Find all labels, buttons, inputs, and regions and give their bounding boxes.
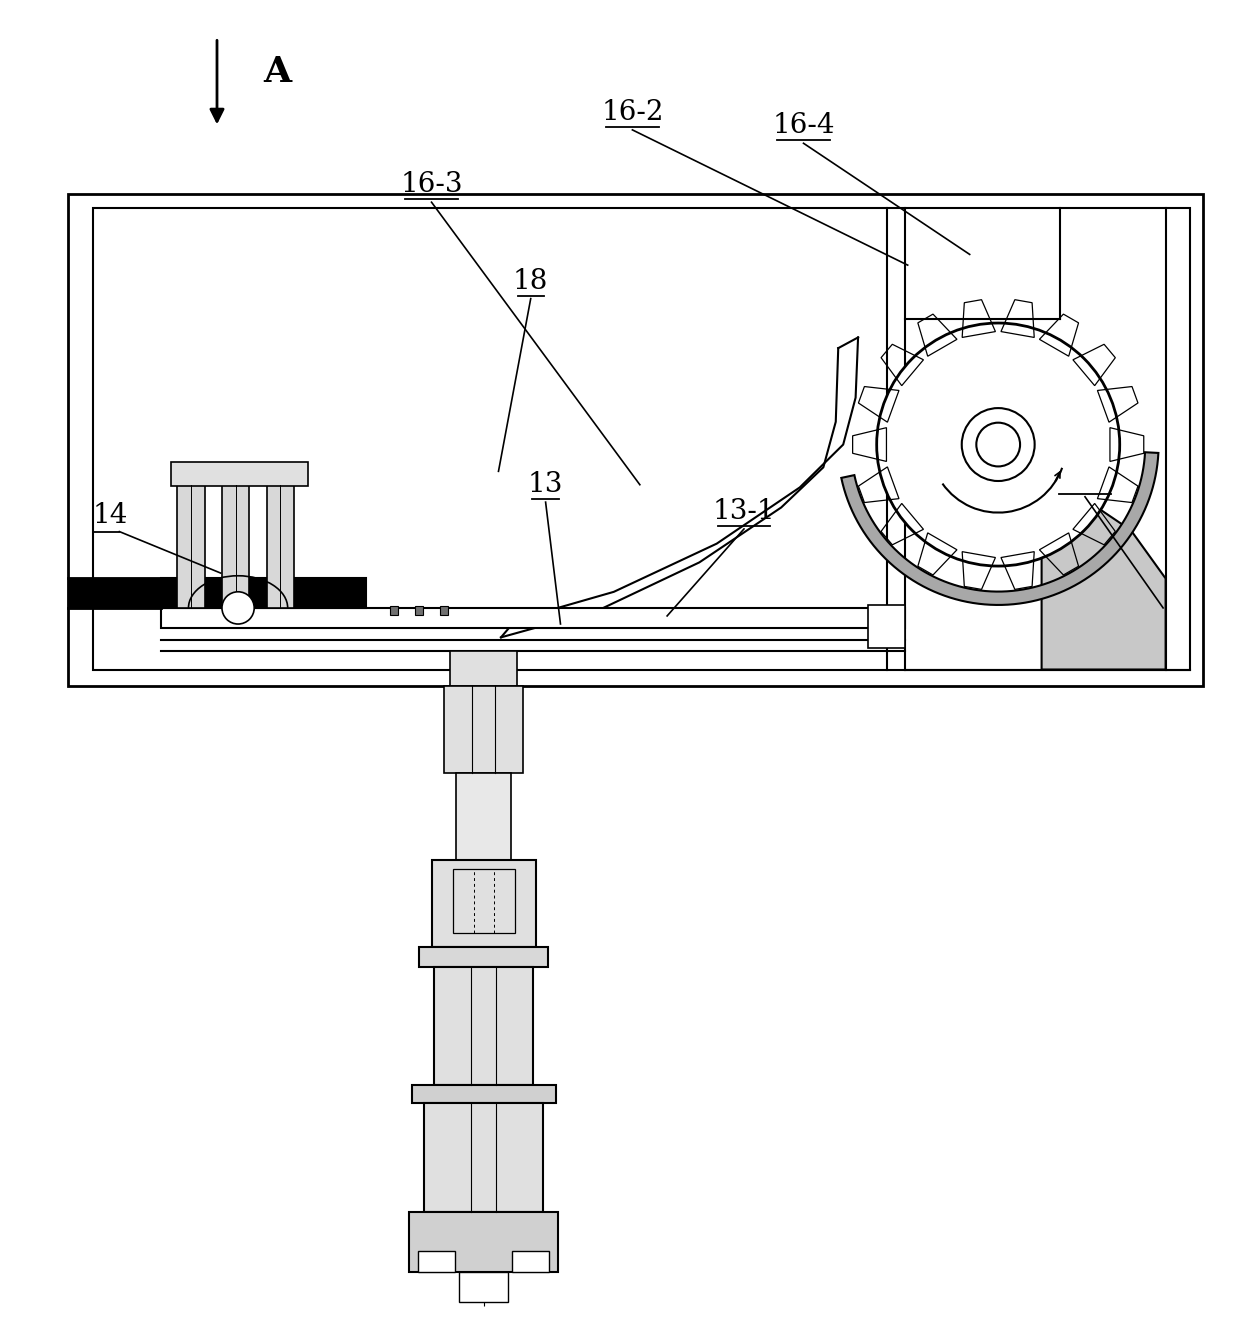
Polygon shape [177,485,205,608]
Circle shape [877,323,1120,566]
Text: 14: 14 [93,502,129,529]
Text: 16-2: 16-2 [601,99,663,126]
Polygon shape [418,1251,455,1272]
Polygon shape [434,967,533,1085]
Polygon shape [440,607,448,615]
Circle shape [962,408,1034,481]
Text: 18: 18 [513,268,548,295]
Polygon shape [412,1085,556,1103]
Polygon shape [222,485,249,608]
Polygon shape [161,578,366,608]
Circle shape [222,592,254,624]
Polygon shape [1042,493,1166,670]
Text: 16-1: 16-1 [1054,466,1116,493]
Text: 16-4: 16-4 [773,112,835,139]
Polygon shape [161,608,905,628]
Polygon shape [409,1212,558,1272]
Polygon shape [419,947,548,967]
Polygon shape [267,485,294,608]
Circle shape [976,423,1021,466]
Polygon shape [456,773,511,860]
Polygon shape [841,453,1158,605]
Polygon shape [459,1272,508,1302]
Text: A: A [263,55,291,90]
Text: 13-1: 13-1 [713,498,775,525]
Polygon shape [424,1103,543,1212]
Text: 13: 13 [528,471,563,498]
Polygon shape [391,607,398,615]
Polygon shape [868,605,905,648]
Polygon shape [432,860,536,947]
Text: 16-3: 16-3 [401,171,463,198]
Polygon shape [450,651,517,686]
Polygon shape [512,1251,549,1272]
Polygon shape [415,607,423,615]
Polygon shape [171,462,308,486]
Polygon shape [444,686,523,773]
